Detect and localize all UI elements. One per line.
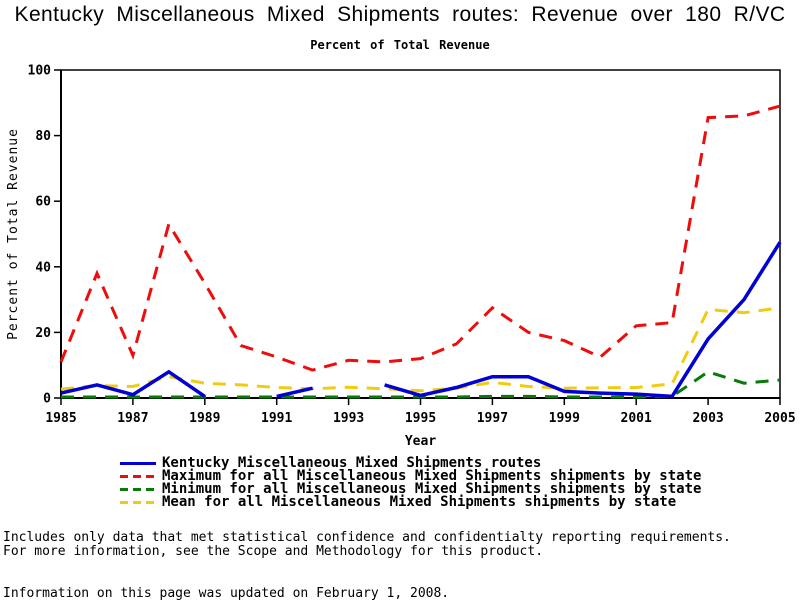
legend-item-maximum: Maximum for all Miscellaneous Mixed Ship… bbox=[120, 468, 702, 484]
legend-label: Kentucky Miscellaneous Mixed Shipments r… bbox=[162, 455, 542, 471]
y-tick-label: 40 bbox=[35, 260, 51, 275]
series-line-mean-by-state bbox=[60, 306, 781, 393]
x-tick-label: 1995 bbox=[405, 411, 436, 426]
legend-label: Maximum for all Miscellaneous Mixed Ship… bbox=[162, 468, 702, 484]
updated-date-note: Information on this page was updated on … bbox=[3, 586, 450, 600]
legend-label: Minimum for all Miscellaneous Mixed Ship… bbox=[162, 481, 702, 497]
series-line-kentucky-routes bbox=[60, 241, 782, 399]
series-line-maximum-by-state bbox=[59, 104, 781, 372]
y-tick-label: 80 bbox=[35, 129, 51, 144]
legend-item-minimum: Minimum for all Miscellaneous Mixed Ship… bbox=[120, 481, 702, 497]
chart-title: Kentucky Miscellaneous Mixed Shipments r… bbox=[14, 3, 786, 26]
footnote-line-2: For more information, see the Scope and … bbox=[3, 543, 544, 559]
y-axis-title: Percent of Total Revenue bbox=[6, 128, 21, 340]
x-tick-label: 2001 bbox=[621, 411, 652, 426]
y-tick-label: 100 bbox=[28, 64, 52, 79]
x-tick-label: 1985 bbox=[45, 411, 76, 426]
chart-legend: Kentucky Miscellaneous Mixed Shipments r… bbox=[120, 455, 702, 510]
x-tick-label: 2003 bbox=[692, 411, 723, 426]
x-axis-title: Year bbox=[405, 434, 436, 449]
y-tick-label: 0 bbox=[43, 392, 51, 407]
x-tick-label: 1997 bbox=[477, 411, 508, 426]
legend-item-kentucky: Kentucky Miscellaneous Mixed Shipments r… bbox=[120, 455, 701, 471]
kentucky-line-swatch bbox=[120, 462, 156, 465]
line-chart: 0 20 40 60 80 100 1985 1987 1989 1991 1993 1995 1997… bbox=[6, 64, 796, 450]
x-tick-label: 1999 bbox=[549, 411, 580, 426]
minimum-line-swatch bbox=[120, 488, 156, 491]
maximum-line-swatch bbox=[120, 475, 156, 478]
x-tick-label: 1993 bbox=[333, 411, 364, 426]
x-tick-label: 1987 bbox=[117, 411, 148, 426]
chart-subtitle: Percent of Total Revenue bbox=[310, 38, 490, 52]
x-tick-label: 2005 bbox=[764, 411, 795, 426]
footnote: Includes only data that met statistical … bbox=[3, 531, 731, 558]
legend-item-mean: Mean for all Miscellaneous Mixed Shipmen… bbox=[120, 494, 701, 510]
legend-label: Mean for all Miscellaneous Mixed Shipmen… bbox=[162, 494, 677, 510]
x-tick-label: 1991 bbox=[261, 411, 292, 426]
mean-line-swatch bbox=[120, 501, 156, 504]
plot-frame bbox=[60, 69, 781, 399]
y-tick-label: 60 bbox=[35, 195, 51, 210]
footnote-line-1: Includes only data that met statistical … bbox=[3, 530, 731, 545]
y-tick-label: 20 bbox=[35, 326, 51, 341]
x-tick-label: 1989 bbox=[189, 411, 220, 426]
